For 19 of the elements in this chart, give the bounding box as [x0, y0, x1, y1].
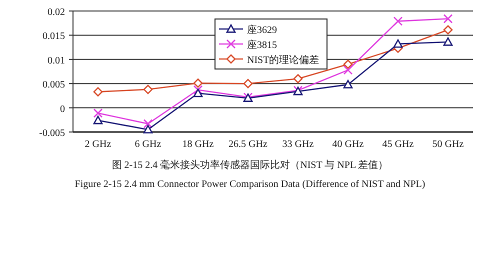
y-tick-label: 0.01 [48, 55, 65, 66]
y-tick-label: 0 [60, 104, 65, 115]
legend-label: NIST的理论偏差 [247, 54, 320, 66]
caption: 图 2-15 2.4 毫米接头功率传感器国际比对（NIST 与 NPL 差值） [112, 159, 388, 171]
y-tick-label: 0.005 [42, 80, 65, 91]
x-tick-label: 26.5 GHz [228, 139, 268, 150]
y-tick-label: 0.015 [42, 31, 65, 42]
x-tick-label: 33 GHz [282, 139, 314, 150]
caption: Figure 2-15 2.4 mm Connector Power Comparison Data (Difference of NIST and NPL) [74, 179, 426, 190]
legend-label: 座3815 [247, 39, 277, 51]
x-tick-label: 18 GHz [182, 139, 214, 150]
x-tick-label: 40 GHz [332, 139, 364, 150]
x-tick-label: 6 GHz [134, 139, 162, 150]
x-tick-label: 50 GHz [432, 139, 464, 150]
y-tick-label: 0.02 [48, 7, 65, 18]
x-tick-label: 45 GHz [382, 139, 414, 150]
y-tick-label: -0.005 [39, 128, 65, 139]
legend-label: 座3629 [247, 24, 277, 36]
x-tick-label: 2 GHz [84, 139, 112, 150]
